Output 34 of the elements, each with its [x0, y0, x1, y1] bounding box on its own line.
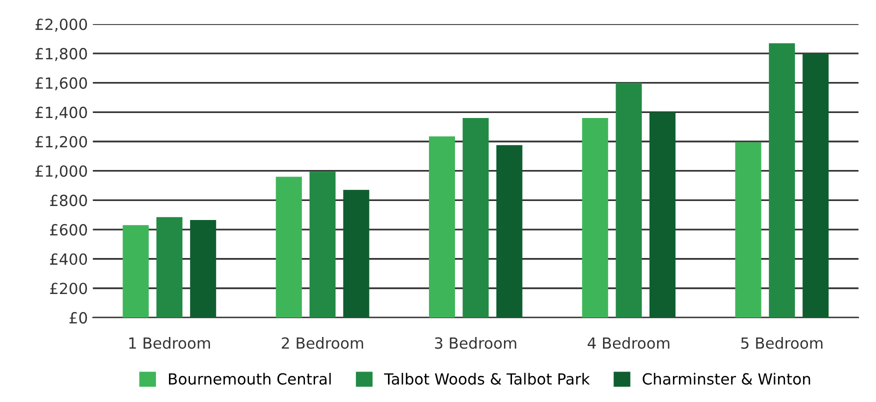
- y-tick-label: £400: [50, 253, 87, 265]
- y-tick-label: £1,400: [36, 106, 87, 120]
- x-tick-label: 2 Bedroom: [282, 337, 364, 349]
- bar: [156, 217, 182, 318]
- legend-label: Charminster & Winton: [642, 372, 810, 385]
- x-tick-label: 1 Bedroom: [129, 337, 210, 349]
- y-tick-label: £600: [50, 224, 87, 236]
- y-tick-label: £1,800: [36, 48, 87, 62]
- y-tick-label: £0: [70, 312, 87, 324]
- bar: [768, 43, 795, 318]
- y-tick-label: £1,000: [36, 165, 87, 178]
- bar: [343, 190, 370, 318]
- x-tick-label: 3 Bedroom: [434, 337, 516, 349]
- bar: [276, 176, 302, 318]
- x-tick-label: 5 Bedroom: [741, 337, 822, 349]
- bar: [582, 118, 608, 318]
- bar: [190, 220, 216, 318]
- bar: [496, 145, 522, 318]
- y-tick-label: £800: [50, 194, 87, 206]
- bar: [735, 142, 762, 318]
- bar: [310, 172, 336, 318]
- bar: [428, 136, 455, 318]
- bar: [649, 112, 676, 318]
- bar: [616, 82, 642, 318]
- legend-label: Talbot Woods & Talbot Park: [384, 372, 590, 385]
- y-tick-label: £1,600: [36, 77, 87, 90]
- y-tick-label: £2,000: [36, 18, 87, 32]
- bar: [122, 225, 149, 318]
- y-tick-label: £1,200: [36, 136, 87, 150]
- legend-label: Bournemouth Central: [168, 372, 331, 385]
- bar: [802, 53, 829, 318]
- bar: [462, 118, 489, 318]
- x-tick-label: 4 Bedroom: [588, 337, 670, 349]
- y-tick-label: £200: [50, 282, 87, 294]
